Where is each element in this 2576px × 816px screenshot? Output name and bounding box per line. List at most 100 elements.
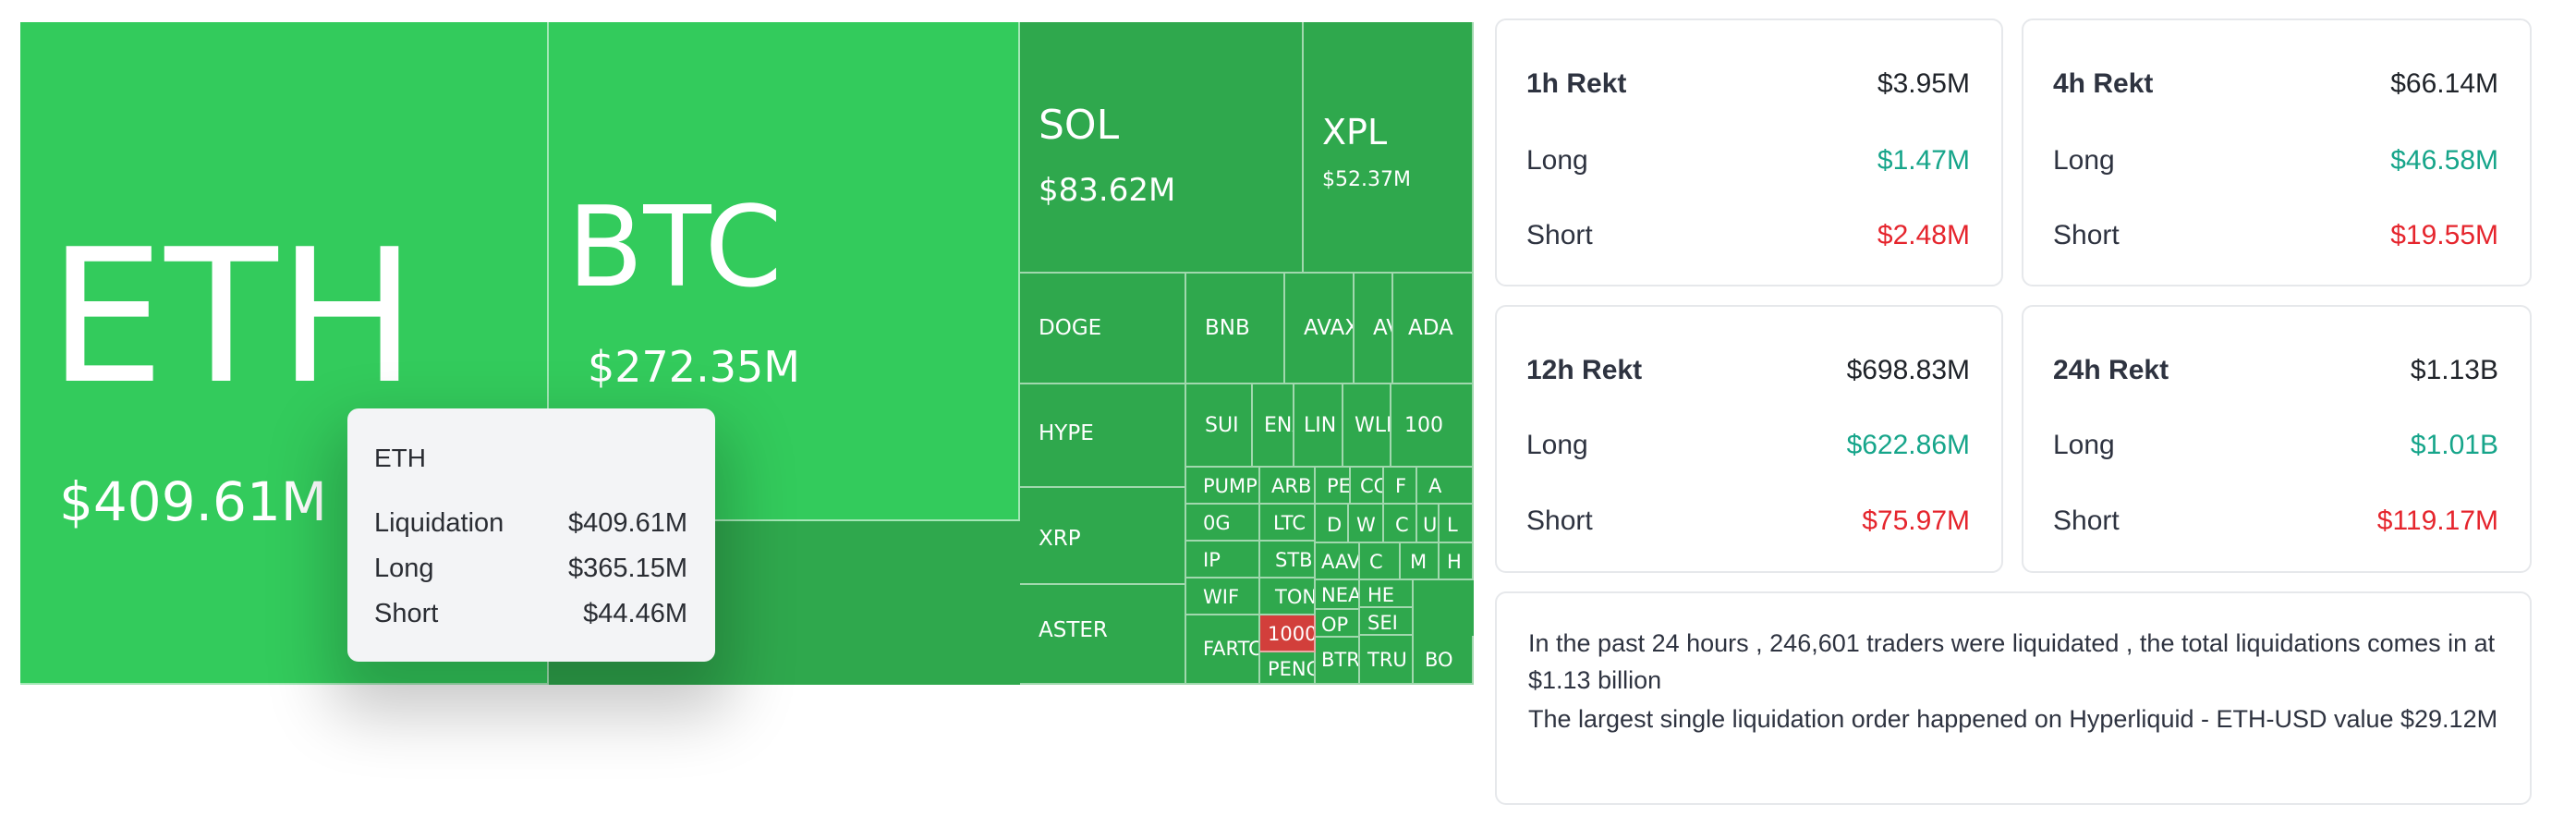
treemap-cell-co[interactable]: CO — [1351, 468, 1384, 505]
long-label: Long — [2053, 145, 2115, 176]
treemap-cell-ltc[interactable]: LTC — [1260, 505, 1316, 542]
treemap-cell-doge[interactable]: DOGE — [1020, 274, 1186, 384]
treemap-cell-arb[interactable]: ARB — [1260, 468, 1316, 505]
long-label: Long — [2053, 430, 2115, 460]
cell-symbol: ADA — [1408, 316, 1453, 340]
treemap-cell-nea[interactable]: NEA — [1316, 580, 1360, 610]
treemap-cell-op[interactable]: OP — [1316, 610, 1360, 638]
cell-symbol: ARB — [1271, 475, 1312, 497]
treemap-cell-ton[interactable]: TON — [1260, 579, 1316, 615]
panel-total: $3.95M — [1877, 68, 1970, 99]
cell-symbol: 100 — [1404, 414, 1443, 437]
long-value: $1.01B — [2410, 430, 2498, 460]
panel-header: 12h Rekt $698.83M — [1526, 355, 1970, 386]
treemap-cell-ada[interactable]: ADA — [1393, 274, 1474, 384]
panel-4h-rekt: 4h Rekt $66.14M Long $46.58M Short $19.5… — [2022, 18, 2532, 286]
cell-symbol: SUI — [1205, 414, 1239, 437]
treemap-cell-sei[interactable]: SEI — [1360, 608, 1414, 636]
treemap-cell-stbl[interactable]: STBL — [1260, 542, 1316, 579]
treemap-cell-xrp[interactable]: XRP — [1020, 488, 1186, 585]
tooltip-value: $409.61M — [568, 508, 687, 538]
cell-symbol: 0G — [1203, 512, 1231, 534]
cell-symbol: LIN — [1304, 414, 1337, 437]
short-label: Short — [2053, 220, 2120, 250]
treemap-cell-ena[interactable]: ENA — [1253, 384, 1294, 468]
panel-24h-rekt: 24h Rekt $1.13B Long $1.01B Short $119.1… — [2022, 305, 2532, 573]
cell-symbol: XRP — [1039, 527, 1081, 551]
treemap-cell-tru[interactable]: TRU — [1360, 636, 1414, 685]
tooltip-label: Long — [374, 554, 434, 583]
cell-symbol: U — [1423, 514, 1438, 536]
cell-value: $409.61M — [59, 470, 327, 533]
treemap-cell-hype[interactable]: HYPE — [1020, 384, 1186, 488]
treemap-cell-0g[interactable]: 0G — [1186, 505, 1260, 542]
treemap-cell-lin[interactable]: LIN — [1294, 384, 1343, 468]
treemap-cell-bo[interactable]: BO — [1414, 636, 1474, 685]
treemap-cell-a[interactable]: A — [1417, 468, 1474, 505]
treemap-cell-btc[interactable]: BTC $272.35M — [549, 22, 1020, 521]
panel-title: 4h Rekt — [2053, 68, 2154, 99]
treemap-cell-wif[interactable]: WIF — [1186, 579, 1260, 615]
cell-symbol: H — [1447, 551, 1462, 573]
cell-symbol: TRU — [1367, 649, 1407, 671]
treemap-cell-w[interactable]: W — [1349, 505, 1384, 543]
treemap-cell-ip[interactable]: IP — [1186, 542, 1260, 579]
treemap-cell-he[interactable]: HE — [1360, 580, 1414, 608]
cell-symbol: D — [1327, 514, 1343, 536]
treemap-cell-fartc[interactable]: FARTC — [1186, 615, 1260, 685]
panel-long-row: Long $1.47M — [1526, 145, 1970, 177]
treemap-cell-pump[interactable]: PUMP — [1186, 468, 1260, 505]
treemap-cell-h[interactable]: H — [1440, 543, 1474, 580]
treemap-cell-m[interactable]: M — [1401, 543, 1440, 580]
cell-symbol: NEA — [1321, 584, 1360, 606]
panel-long-row: Long $46.58M — [2053, 145, 2498, 177]
treemap-cell-u[interactable]: U — [1417, 505, 1440, 543]
treemap-cell-bnb[interactable]: BNB — [1186, 274, 1285, 384]
liquidation-treemap: ETH $409.61M BTC $272.35M SOL $83.62M XPL $52.3… — [20, 22, 1474, 685]
treemap-cell-peng[interactable]: PENG — [1260, 652, 1316, 685]
treemap-cell-c[interactable]: C — [1384, 505, 1417, 543]
cell-value: $52.37M — [1322, 168, 1411, 191]
treemap-cell-100[interactable]: 100 — [1391, 384, 1474, 468]
cell-symbol: W — [1356, 514, 1376, 536]
summary-line-1: In the past 24 hours , 246,601 traders w… — [1528, 629, 2496, 694]
treemap-cell-l[interactable]: L — [1440, 505, 1474, 543]
panel-short-row: Short $119.17M — [2053, 505, 2498, 537]
cell-symbol: L — [1447, 514, 1458, 536]
treemap-cell-aav[interactable]: AAV — [1316, 543, 1360, 580]
panel-short-row: Short $2.48M — [1526, 220, 1970, 251]
treemap-cell-avax[interactable]: AVAX — [1285, 274, 1355, 384]
panel-header: 24h Rekt $1.13B — [2053, 355, 2498, 386]
treemap-cell-d[interactable]: D — [1316, 505, 1349, 543]
cell-symbol: BNB — [1205, 316, 1250, 340]
treemap-cell-wli[interactable]: WLI — [1343, 384, 1391, 468]
cell-symbol: DOGE — [1039, 316, 1102, 340]
panel-12h-rekt: 12h Rekt $698.83M Long $622.86M Short $7… — [1495, 305, 2003, 573]
treemap-cell-sol[interactable]: SOL $83.62M — [1020, 22, 1304, 274]
cell-symbol: M — [1410, 551, 1428, 573]
tooltip-row-long: Long $365.15M — [374, 554, 687, 584]
treemap-cell-aster[interactable]: ASTER — [1020, 585, 1186, 685]
panel-1h-rekt: 1h Rekt $3.95M Long $1.47M Short $2.48M — [1495, 18, 2003, 286]
treemap-cell-btr[interactable]: BTR — [1316, 638, 1360, 685]
tooltip-value: $365.15M — [568, 554, 687, 583]
treemap-cell-eth[interactable]: ETH $409.61M — [20, 22, 549, 685]
cell-symbol: AAV — [1321, 551, 1360, 573]
short-label: Short — [1526, 220, 1593, 250]
panel-total: $698.83M — [1846, 355, 1970, 385]
treemap-cell-sui[interactable]: SUI — [1186, 384, 1253, 468]
treemap-cell-avn[interactable]: AVN — [1355, 274, 1393, 384]
treemap-cell-pe[interactable]: PE — [1316, 468, 1351, 505]
cell-symbol: XPL — [1322, 112, 1388, 152]
cell-symbol: HYPE — [1039, 421, 1094, 445]
cell-symbol: PENG — [1268, 658, 1314, 680]
short-value: $2.48M — [1877, 220, 1970, 250]
treemap-cell-f[interactable]: F — [1384, 468, 1417, 505]
treemap-cell-c[interactable]: C — [1360, 543, 1401, 580]
cell-symbol: AVAX — [1304, 316, 1355, 340]
cell-symbol: TON — [1275, 586, 1316, 608]
treemap-cell-xpl[interactable]: XPL $52.37M — [1304, 22, 1474, 274]
treemap-cell-1000[interactable]: 1000 — [1260, 615, 1316, 652]
panel-short-row: Short $75.97M — [1526, 505, 1970, 537]
cell-symbol: LTC — [1273, 512, 1306, 534]
